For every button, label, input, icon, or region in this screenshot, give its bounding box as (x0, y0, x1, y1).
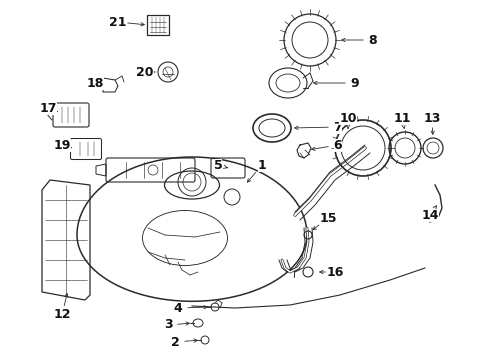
Text: 5: 5 (214, 158, 222, 171)
Text: 18: 18 (86, 77, 104, 90)
Text: 4: 4 (173, 302, 182, 315)
Text: 19: 19 (53, 139, 71, 152)
Text: 21: 21 (109, 15, 127, 28)
Text: 1: 1 (258, 158, 267, 171)
Text: 7: 7 (334, 121, 343, 134)
Text: 12: 12 (53, 309, 71, 321)
Text: 16: 16 (326, 266, 343, 279)
Text: 17: 17 (39, 102, 57, 114)
Text: 9: 9 (351, 77, 359, 90)
Text: 20: 20 (136, 66, 154, 78)
Text: 2: 2 (171, 336, 179, 348)
Text: 11: 11 (393, 112, 411, 125)
Text: 6: 6 (334, 139, 343, 152)
Text: 15: 15 (319, 212, 337, 225)
Text: 8: 8 (368, 33, 377, 46)
Text: 10: 10 (339, 112, 357, 125)
Text: 3: 3 (164, 319, 172, 332)
Text: 13: 13 (423, 112, 441, 125)
Text: 14: 14 (421, 208, 439, 221)
